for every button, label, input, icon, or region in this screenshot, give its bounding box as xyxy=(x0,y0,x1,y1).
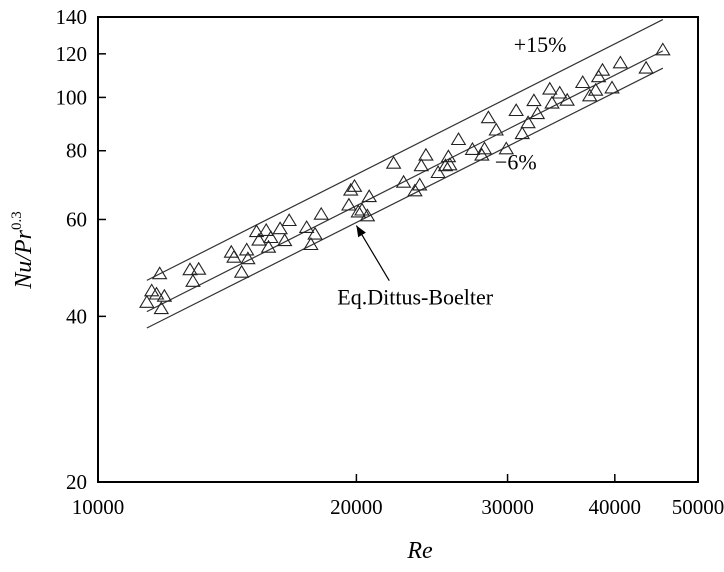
data-point xyxy=(143,283,160,297)
data-point xyxy=(361,189,378,203)
y-axis-title-sup: 0.3 xyxy=(9,211,25,230)
data-point xyxy=(542,81,558,95)
data-point xyxy=(395,174,412,188)
x-tick-label: 40000 xyxy=(589,495,642,519)
svg-text:Nu/Pr0.3: Nu/Pr0.3 xyxy=(9,211,37,289)
data-point xyxy=(251,232,267,246)
data-point xyxy=(240,251,256,265)
data-point xyxy=(574,75,591,89)
data-point xyxy=(559,92,575,106)
data-point xyxy=(276,233,293,247)
data-point xyxy=(529,106,546,120)
y-tick-label: 20 xyxy=(66,470,87,494)
data-point xyxy=(638,60,654,74)
annotation-label: +15% xyxy=(514,32,567,57)
data-point xyxy=(476,141,493,155)
data-point xyxy=(298,220,315,233)
data-point xyxy=(437,158,454,172)
x-tick-label: 10000 xyxy=(72,495,125,519)
data-point xyxy=(263,230,279,244)
data-point xyxy=(604,80,620,94)
x-tick-label: 50000 xyxy=(672,495,724,519)
axis-ticks: 10000 20000 30000 40000 50000 20 40 60 80 100 120 1… xyxy=(56,5,724,519)
data-point xyxy=(413,158,430,172)
data-point xyxy=(156,288,173,302)
data-point xyxy=(594,62,611,76)
data-point xyxy=(151,266,168,280)
y-tick-label: 120 xyxy=(56,42,88,66)
data-point xyxy=(474,147,490,161)
data-point xyxy=(359,208,376,222)
y-tick-label: 140 xyxy=(56,5,88,29)
data-point xyxy=(430,165,446,179)
data-point xyxy=(233,264,250,278)
data-point xyxy=(148,286,165,300)
data-point xyxy=(303,237,319,251)
data-point xyxy=(655,42,671,56)
data-point xyxy=(258,222,274,236)
x-tick-label: 20000 xyxy=(330,495,383,519)
data-point xyxy=(385,155,402,169)
annotation-label: −6% xyxy=(495,149,537,174)
x-axis-title: Re xyxy=(406,538,433,564)
annotations: +15% −6% Eq.Dittus-Boelter xyxy=(337,32,566,310)
data-point xyxy=(526,93,542,107)
data-point xyxy=(226,249,242,263)
data-point xyxy=(464,141,481,155)
data-point xyxy=(139,294,155,308)
data-point xyxy=(346,178,363,192)
data-point xyxy=(185,273,201,287)
y-tick-label: 100 xyxy=(56,85,88,109)
annotation-label: Eq.Dittus-Boelter xyxy=(337,285,493,310)
reference-line xyxy=(146,67,664,329)
data-point xyxy=(520,115,536,129)
plot-frame xyxy=(97,16,699,483)
data-point xyxy=(442,157,458,171)
data-point xyxy=(411,177,428,191)
data-point xyxy=(551,85,568,99)
data-point xyxy=(341,197,357,211)
data-point xyxy=(612,55,629,69)
data-point xyxy=(272,221,288,235)
data-point xyxy=(590,69,607,83)
y-tick-label: 40 xyxy=(66,304,87,328)
y-axis-title: Nu/Pr0.3 xyxy=(9,211,37,289)
y-axis-title-main: Nu/Pr xyxy=(11,229,37,289)
data-point xyxy=(190,261,207,275)
data-point xyxy=(307,226,323,240)
data-point xyxy=(508,103,524,117)
data-point xyxy=(260,239,277,253)
data-point xyxy=(153,301,170,315)
data-point xyxy=(182,262,198,276)
x-tick-label: 30000 xyxy=(481,495,534,519)
data-point xyxy=(450,132,467,146)
data-point xyxy=(350,204,367,218)
y-tick-label: 60 xyxy=(66,207,87,231)
data-point xyxy=(342,182,359,196)
data-point xyxy=(248,224,265,238)
data-point xyxy=(587,82,604,96)
data-point xyxy=(498,141,515,155)
reference-line xyxy=(146,19,664,281)
reference-line xyxy=(146,50,664,313)
data-point xyxy=(354,202,370,216)
data-point xyxy=(281,213,297,227)
y-tick-label: 80 xyxy=(66,139,87,163)
data-point xyxy=(544,95,560,109)
data-points xyxy=(139,42,671,315)
data-point xyxy=(313,206,330,220)
data-point xyxy=(418,147,434,161)
reference-lines xyxy=(146,19,664,329)
data-point xyxy=(488,122,504,136)
data-point xyxy=(514,126,530,140)
data-point xyxy=(480,110,497,124)
annotation-arrowhead xyxy=(356,225,366,238)
